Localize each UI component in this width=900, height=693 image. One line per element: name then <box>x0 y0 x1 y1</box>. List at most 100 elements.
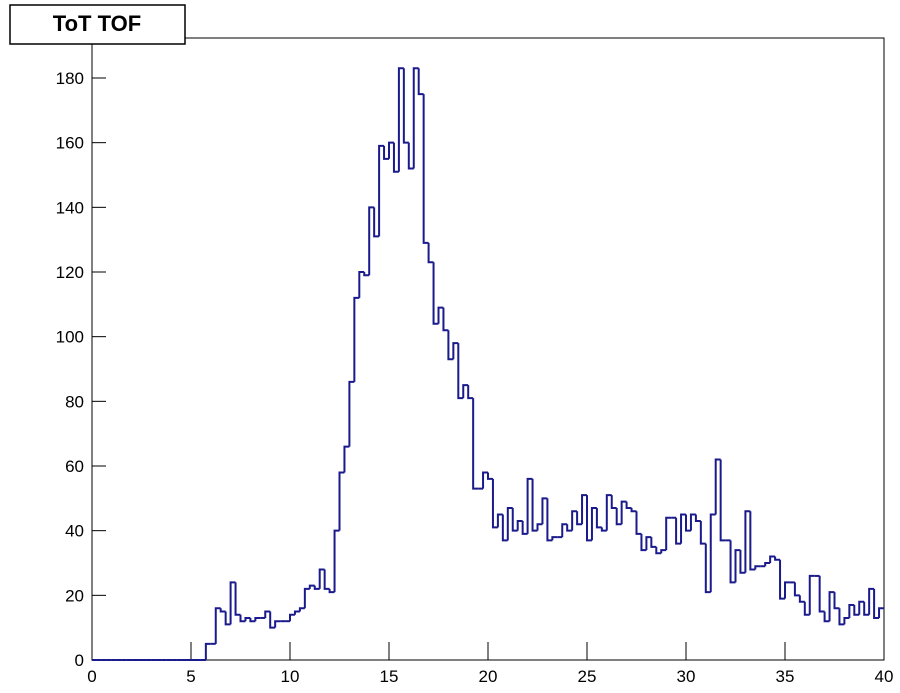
histogram-bin <box>462 384 469 399</box>
histogram-bin <box>660 549 667 554</box>
histogram-bin <box>818 575 825 613</box>
histogram-bin <box>754 565 761 570</box>
histogram-bin <box>338 471 345 531</box>
histogram-bin <box>838 608 845 626</box>
histogram-bin <box>853 605 860 616</box>
histogram-bin <box>328 588 335 594</box>
histogram-bin <box>447 330 454 361</box>
histogram-bin <box>407 142 414 170</box>
histogram-bin <box>244 616 251 622</box>
x-tick-label: 10 <box>281 667 300 686</box>
histogram-bin <box>437 306 444 324</box>
histogram-bin <box>254 616 261 622</box>
histogram-bin <box>764 562 771 567</box>
histogram-bin <box>402 68 409 144</box>
histogram-bin <box>526 477 533 534</box>
histogram-bin <box>699 520 706 545</box>
histogram-bin <box>586 495 592 542</box>
histogram-bin <box>472 398 479 490</box>
histogram-bin <box>739 550 746 574</box>
histogram-bin <box>744 510 751 573</box>
y-tick-label: 80 <box>65 392 84 411</box>
histogram-bin <box>600 527 607 532</box>
histogram-bin <box>516 519 523 531</box>
histogram-bin <box>348 380 355 447</box>
histogram-bin <box>803 601 810 616</box>
histogram-bin <box>536 523 543 531</box>
y-tick-label: 20 <box>65 586 84 605</box>
histogram-bin <box>383 145 389 160</box>
x-tick-label: 30 <box>677 667 696 686</box>
histogram-bin <box>412 67 419 169</box>
histogram-bin <box>779 559 785 600</box>
histogram-bin <box>214 607 221 644</box>
histogram-bin <box>833 592 840 610</box>
y-tick-label: 100 <box>56 328 84 347</box>
histogram-bin <box>769 555 776 563</box>
histogram-bin <box>482 471 488 489</box>
histogram-bin <box>566 524 573 532</box>
histogram-bin <box>749 511 756 571</box>
histogram-bin <box>551 536 558 541</box>
histogram-bin <box>496 513 503 528</box>
histogram-bin <box>734 549 741 583</box>
histogram-bin <box>501 514 508 542</box>
histogram-bin <box>303 587 310 609</box>
histogram-bin <box>204 642 211 660</box>
histogram-bin <box>432 262 439 325</box>
histogram-bin <box>714 458 721 515</box>
x-tick-label: 40 <box>875 667 894 686</box>
histogram-bin <box>571 510 578 531</box>
histogram-bin <box>392 142 399 173</box>
histogram-bin <box>467 385 474 400</box>
histogram-bin <box>422 94 429 244</box>
histogram-bin <box>650 537 657 548</box>
histogram-bin <box>873 588 880 619</box>
histogram-bin <box>620 500 627 525</box>
histogram-bin <box>625 501 632 510</box>
x-tick-label: 5 <box>186 667 195 686</box>
histogram-bin <box>615 508 622 526</box>
histogram-bin <box>397 67 404 172</box>
chart-title: ToT TOF <box>53 11 141 36</box>
histogram-bin <box>363 272 370 277</box>
histogram-bin <box>709 513 716 593</box>
histogram-bin <box>546 498 553 542</box>
histogram-bin <box>576 511 583 526</box>
histogram-bin <box>269 611 276 629</box>
histogram-bin <box>793 582 800 597</box>
histogram-bin <box>655 546 662 555</box>
histogram-bin <box>323 569 330 590</box>
y-tick-label: 40 <box>65 522 84 541</box>
histogram-bin <box>234 582 241 616</box>
histogram-bin <box>249 617 256 623</box>
histogram-bin <box>863 601 870 616</box>
x-tick-label: 35 <box>776 667 795 686</box>
histogram-bin <box>675 517 682 545</box>
y-tick-label: 160 <box>56 134 84 153</box>
histogram-bin <box>590 507 597 541</box>
histogram-bin <box>289 613 295 622</box>
histogram-bin <box>729 540 736 584</box>
histogram-bin <box>229 581 236 625</box>
histogram-bin <box>808 574 815 615</box>
y-tick-label: 140 <box>56 198 84 217</box>
x-tick-label: 20 <box>479 667 498 686</box>
histogram-bin <box>689 513 696 531</box>
histogram-bin <box>308 584 315 589</box>
histogram-bin <box>333 529 340 593</box>
histogram-bin <box>541 497 548 525</box>
y-tick-label: 180 <box>56 69 84 88</box>
histogram-bin <box>313 585 320 590</box>
histogram-bin <box>694 514 701 522</box>
histogram-bin <box>719 459 726 542</box>
histogram-bin <box>417 68 424 96</box>
histogram-bin <box>521 520 528 535</box>
histogram-bin <box>274 620 281 628</box>
histogram-bin <box>561 523 568 538</box>
histogram-bin <box>239 614 246 623</box>
histogram-bin <box>353 296 360 382</box>
histogram-bin <box>784 581 790 599</box>
histogram-bin <box>358 271 365 298</box>
histogram-bin <box>605 494 612 531</box>
